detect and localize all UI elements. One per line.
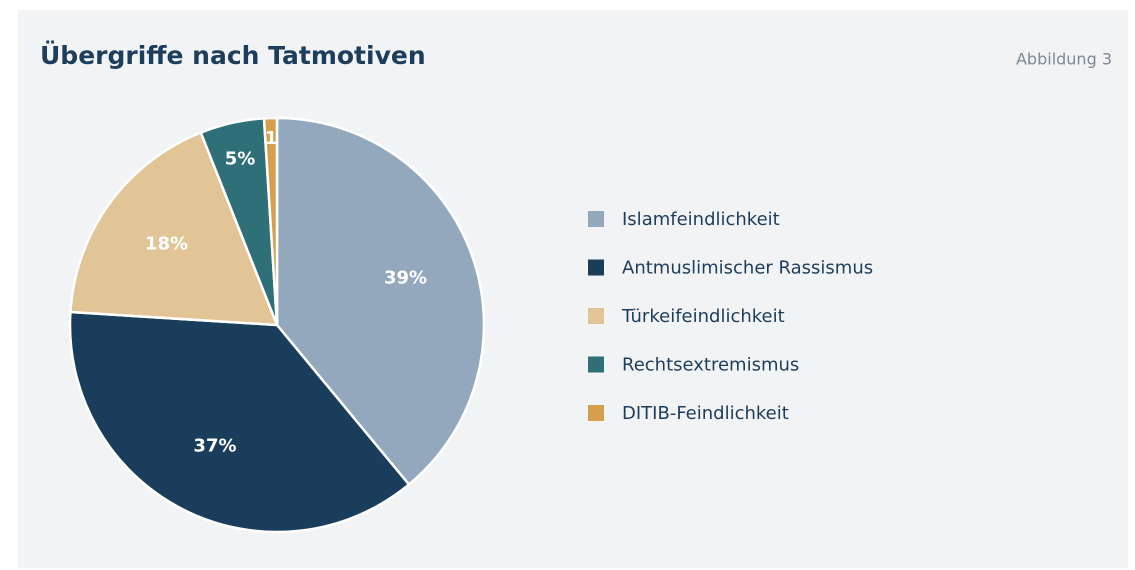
data-label: 1 (265, 128, 278, 149)
legend-swatch (588, 405, 604, 421)
data-label: 18% (145, 234, 188, 255)
legend-swatch (588, 356, 604, 373)
pie-slice (262, 116, 279, 326)
legend-label: Türkeifeindlichkeit (621, 306, 785, 327)
pie-slice (275, 116, 486, 487)
chart-subtitle: Abbildung 3 (1016, 50, 1112, 69)
legend-label: DITIB-Feindlichkeit (622, 403, 789, 424)
legend-label: Antmuslimischer Rassismus (622, 258, 873, 279)
data-label: 5% (225, 148, 256, 169)
legend-label: Islamfeindlichkeit (622, 209, 780, 230)
data-label: 37% (193, 436, 236, 457)
legend-swatch (588, 211, 604, 227)
legend-swatch (588, 308, 604, 324)
legend-swatch (588, 259, 604, 276)
legend-label: Rechtsextremismus (622, 355, 799, 376)
pie-slice (68, 310, 411, 534)
chart-title: Übergriffe nach Tatmotiven (40, 40, 426, 70)
pie-slice (69, 130, 279, 327)
data-label: 39% (384, 268, 427, 289)
